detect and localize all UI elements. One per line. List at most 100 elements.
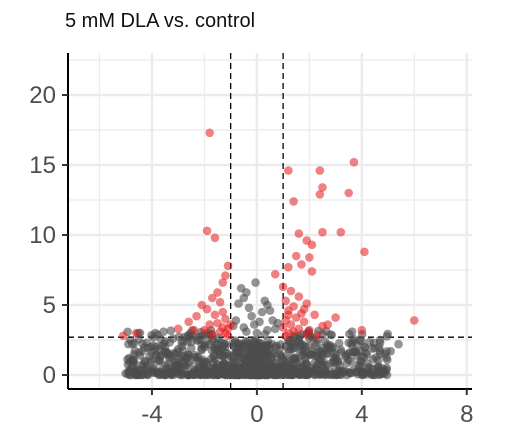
- data-point: [231, 338, 240, 347]
- data-point: [341, 351, 351, 360]
- data-point: [142, 362, 152, 372]
- x-tick-label: -4: [141, 401, 162, 428]
- data-point: [255, 344, 265, 354]
- data-point-significant: [302, 330, 312, 339]
- data-point-significant: [318, 183, 327, 192]
- data-point-significant: [312, 330, 322, 340]
- data-point-significant: [286, 320, 296, 329]
- data-point: [171, 349, 180, 359]
- data-point: [281, 358, 290, 368]
- data-point-significant: [331, 313, 340, 322]
- data-point: [234, 299, 243, 308]
- data-point-significant: [305, 253, 314, 262]
- data-point-significant: [270, 269, 280, 279]
- data-point-significant: [349, 157, 359, 167]
- data-point: [380, 369, 390, 378]
- data-point-significant: [357, 325, 367, 335]
- data-point-significant: [202, 304, 212, 314]
- data-point: [150, 345, 159, 355]
- data-point: [224, 370, 234, 380]
- data-point-significant: [192, 311, 201, 321]
- data-point: [194, 335, 204, 345]
- data-point: [239, 293, 249, 303]
- data-point-significant: [299, 317, 309, 327]
- data-point-significant: [226, 320, 235, 329]
- data-point-significant: [344, 188, 354, 198]
- data-point-significant: [284, 310, 293, 320]
- y-tick-label: 15: [29, 152, 56, 179]
- data-point-significant: [299, 304, 309, 314]
- data-point: [207, 337, 217, 346]
- data-point-significant: [409, 316, 419, 325]
- data-point: [200, 341, 209, 350]
- data-point: [155, 352, 165, 362]
- data-point-significant: [297, 260, 306, 269]
- data-point: [239, 368, 249, 378]
- data-point: [251, 278, 260, 287]
- data-point-significant: [189, 325, 199, 335]
- data-point-significant: [281, 296, 291, 306]
- data-point: [344, 338, 354, 348]
- data-point-significant: [307, 240, 317, 250]
- data-point-significant: [210, 310, 220, 320]
- data-point-significant: [218, 278, 228, 287]
- data-point-significant: [278, 323, 288, 332]
- data-point-significant: [202, 226, 212, 236]
- data-point: [328, 342, 338, 352]
- data-point: [128, 356, 138, 366]
- data-point: [186, 344, 196, 353]
- data-point: [161, 361, 171, 370]
- data-point: [337, 370, 346, 379]
- data-point-significant: [210, 233, 220, 243]
- data-point-significant: [284, 166, 293, 175]
- data-point: [307, 364, 316, 373]
- data-point: [221, 339, 230, 349]
- data-point: [160, 342, 170, 352]
- data-point: [134, 348, 144, 357]
- data-point: [260, 359, 269, 369]
- data-point-significant: [213, 288, 222, 297]
- data-point: [295, 347, 305, 357]
- data-point: [250, 360, 259, 370]
- data-point-significant: [278, 282, 288, 292]
- data-point: [297, 339, 306, 349]
- data-point: [291, 358, 301, 367]
- data-point: [336, 345, 346, 355]
- data-point: [368, 344, 377, 353]
- data-point: [166, 367, 176, 377]
- data-point: [328, 369, 338, 379]
- data-point: [247, 369, 257, 379]
- data-point: [232, 347, 242, 357]
- data-point-significant: [218, 307, 228, 317]
- data-point: [135, 366, 145, 375]
- data-point: [326, 330, 335, 339]
- data-point: [357, 352, 367, 362]
- data-point: [192, 370, 202, 379]
- data-point-significant: [315, 190, 325, 199]
- data-point: [382, 355, 392, 365]
- data-point-significant: [173, 324, 183, 334]
- data-point: [242, 327, 251, 336]
- axis-ticks: -4 0 4 8 0 5 10 15 20: [29, 82, 473, 428]
- data-point: [165, 353, 174, 363]
- data-point: [256, 352, 266, 362]
- data-point: [156, 370, 166, 380]
- data-point: [149, 333, 158, 342]
- data-point-significant: [294, 292, 304, 301]
- data-point-significant: [281, 331, 291, 341]
- x-tick-label: 8: [460, 401, 473, 428]
- data-point-significant: [205, 320, 214, 329]
- data-point: [142, 338, 152, 348]
- data-point: [368, 369, 377, 378]
- data-point-significant: [294, 229, 304, 238]
- data-point: [252, 328, 262, 338]
- data-point: [347, 356, 356, 366]
- data-point: [394, 339, 403, 349]
- data-point: [179, 337, 188, 346]
- significant-points: [118, 128, 419, 341]
- data-point: [242, 354, 252, 364]
- data-point-significant: [223, 331, 233, 341]
- data-point: [360, 342, 369, 352]
- data-point-significant: [223, 261, 233, 271]
